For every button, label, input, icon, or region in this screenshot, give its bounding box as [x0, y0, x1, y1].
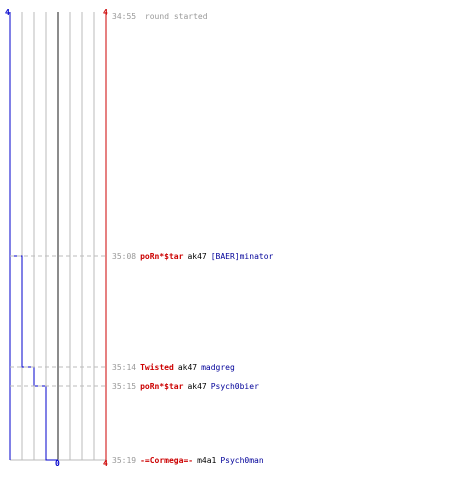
kill-row: 35:15 poRn*$tar ak47 Psych0bier — [112, 382, 259, 391]
kill-row: 35:19 -=Cormega=- m4a1 Psych0man — [112, 456, 264, 465]
killer-name: poRn*$tar — [140, 382, 184, 391]
score-bottom-right: 4 — [103, 459, 108, 468]
kill-row: 35:08 poRn*$tar ak47 [BAER]minator — [112, 252, 274, 261]
round-start-row: 34:55 round started — [112, 12, 208, 21]
kill-time: 35:15 — [112, 382, 136, 391]
round-start-label: round started — [145, 12, 208, 21]
killer-name: poRn*$tar — [140, 252, 184, 261]
weapon-name: ak47 — [187, 252, 206, 261]
event-markers — [10, 255, 106, 387]
timeline-grid — [10, 12, 106, 461]
score-bottom-middle: 0 — [55, 459, 60, 468]
victim-name: madgreg — [201, 363, 235, 372]
score-top-left: 4 — [5, 8, 10, 17]
victim-name: Psych0man — [220, 456, 264, 465]
weapon-name: ak47 — [178, 363, 197, 372]
kill-time: 35:14 — [112, 363, 136, 372]
killer-name: -=Cormega=- — [140, 456, 193, 465]
score-top-right: 4 — [103, 8, 108, 17]
weapon-name: ak47 — [187, 382, 206, 391]
weapon-name: m4a1 — [197, 456, 216, 465]
kill-time: 35:19 — [112, 456, 136, 465]
killer-name: Twisted — [140, 362, 174, 372]
round-start-time: 34:55 — [112, 12, 136, 21]
kill-row: 35:14 Twisted ak47 madgreg — [112, 362, 235, 372]
victim-name: Psych0bier — [211, 382, 259, 391]
kill-time: 35:08 — [112, 252, 136, 261]
victim-name: [BAER]minator — [211, 252, 274, 261]
